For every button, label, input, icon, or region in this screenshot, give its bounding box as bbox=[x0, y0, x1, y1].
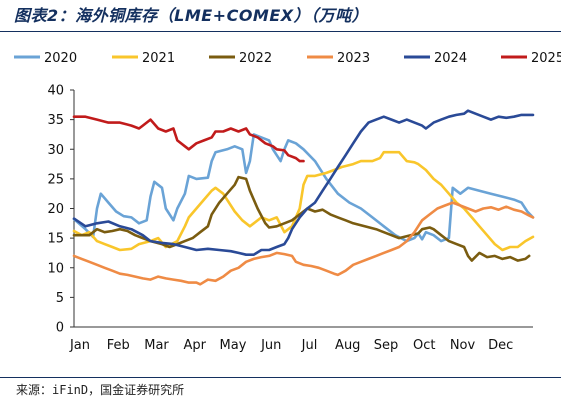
y-tick-label: 25 bbox=[47, 172, 64, 187]
y-tick-label: 15 bbox=[47, 232, 64, 247]
y-tick-label: 0 bbox=[56, 321, 64, 336]
source-note: 来源：iFinD，国金证券研究所 bbox=[16, 381, 184, 399]
y-tick-label: 20 bbox=[47, 202, 64, 217]
legend-label-2020: 2020 bbox=[44, 51, 77, 66]
x-tick-label: Feb bbox=[107, 338, 130, 353]
x-tick-label: Nov bbox=[450, 338, 476, 353]
y-tick-label: 5 bbox=[56, 291, 64, 306]
source-divider bbox=[0, 377, 561, 378]
x-tick-label: Apr bbox=[184, 338, 207, 353]
legend-label-2022: 2022 bbox=[239, 51, 272, 66]
series-layer bbox=[74, 111, 533, 285]
x-tick-label: Jul bbox=[301, 338, 318, 353]
y-axis: 0 5 10 15 20 25 30 35 40 bbox=[47, 84, 74, 336]
legend-label-2024: 2024 bbox=[434, 51, 467, 66]
x-axis: Jan Feb Mar Apr May Jun Jul Aug Sep Oct Nov Dec bbox=[69, 327, 533, 353]
y-tick-label: 40 bbox=[47, 84, 64, 99]
series-line-2025 bbox=[74, 117, 304, 161]
x-tick-label: Sep bbox=[374, 338, 399, 353]
x-tick-label: Mar bbox=[144, 338, 169, 353]
x-tick-label: Dec bbox=[488, 338, 513, 353]
legend: 2020 2021 2022 2023 2024 2025 bbox=[14, 51, 561, 66]
x-tick-label: Oct bbox=[413, 338, 435, 353]
x-tick-label: May bbox=[220, 338, 247, 353]
y-tick-label: 35 bbox=[47, 113, 64, 128]
y-tick-label: 30 bbox=[47, 143, 64, 158]
x-tick-label: Jun bbox=[260, 338, 281, 353]
legend-label-2021: 2021 bbox=[142, 51, 175, 66]
x-tick-label: Aug bbox=[335, 338, 360, 353]
legend-label-2023: 2023 bbox=[337, 51, 370, 66]
x-tick-label: Jan bbox=[69, 338, 90, 353]
y-tick-label: 10 bbox=[47, 261, 64, 276]
legend-label-2025: 2025 bbox=[531, 51, 561, 66]
